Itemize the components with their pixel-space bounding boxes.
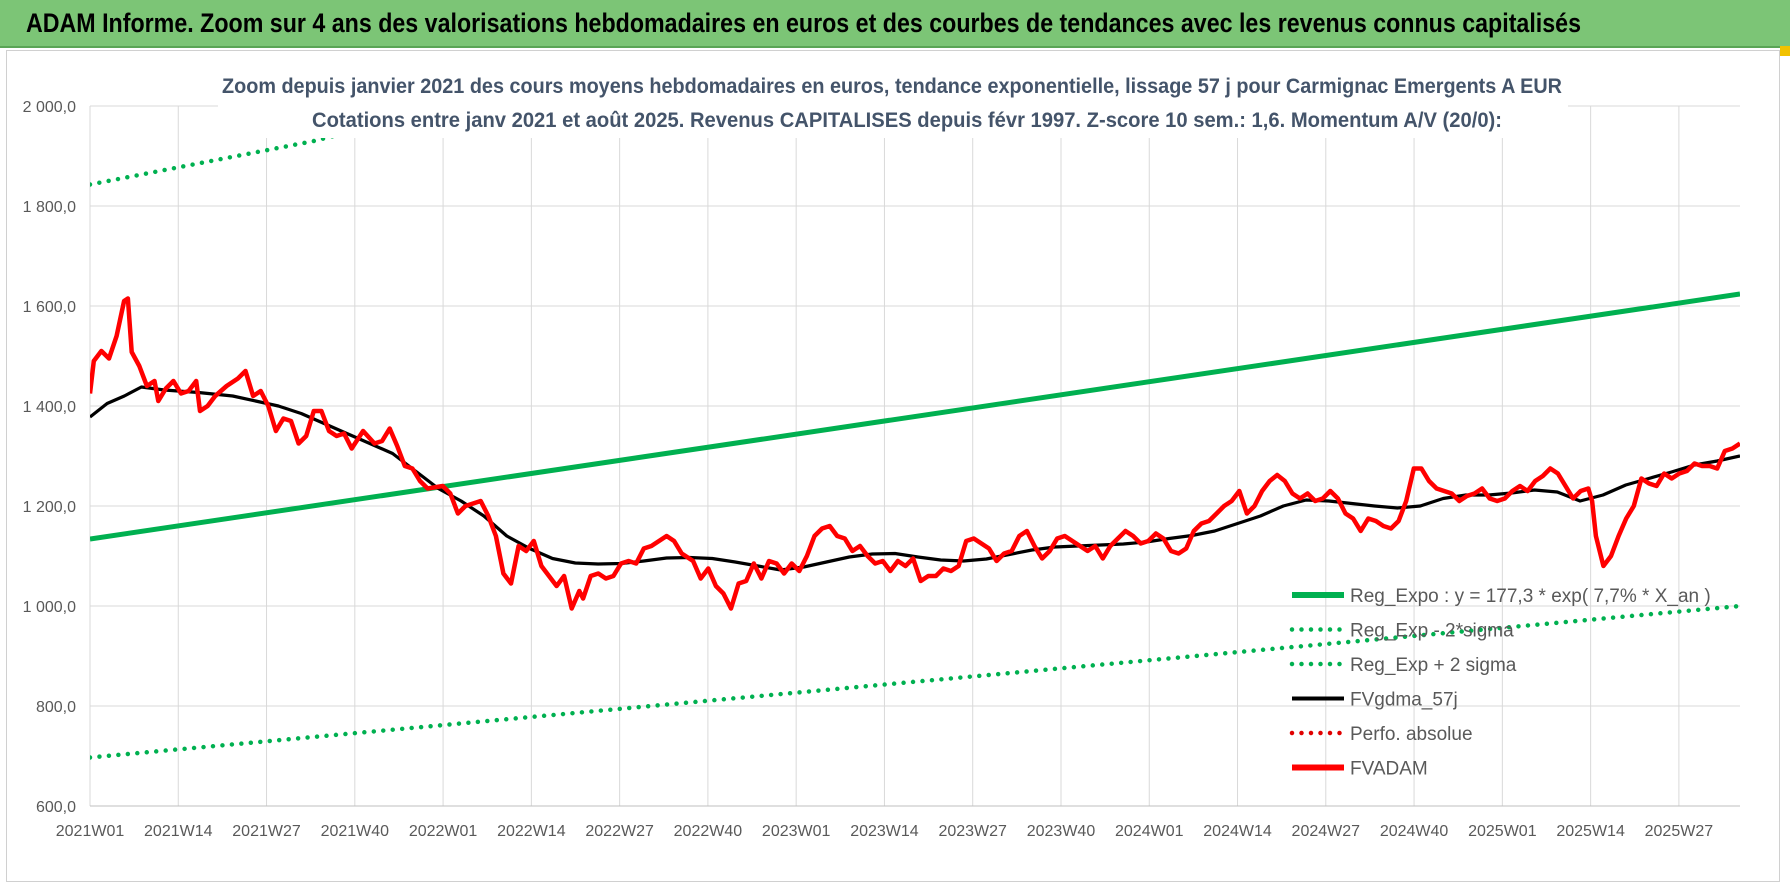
x-tick-label: 2022W27: [585, 823, 654, 840]
legend-label: FVgdma_57j: [1350, 690, 1458, 711]
x-tick-label: 2024W40: [1380, 823, 1449, 840]
x-tick-label: 2022W01: [409, 823, 478, 840]
series-line-reg-expo-y-177-3-exp-7-7-x-an-: [90, 291, 1740, 542]
report-header: ADAM Informe. Zoom sur 4 ans des valoris…: [0, 0, 1790, 48]
y-tick-label: 1 200,0: [23, 499, 76, 516]
legend-label: Perfo. absolue: [1350, 724, 1473, 745]
legend-label: Reg_Exp - 2*sigma: [1350, 621, 1514, 642]
x-tick-label: 2021W14: [144, 823, 213, 840]
x-tick-label: 2022W14: [497, 823, 566, 840]
x-tick-label: 2025W01: [1468, 823, 1537, 840]
y-tick-label: 1 600,0: [23, 299, 76, 316]
chart-series: [90, 104, 1740, 760]
x-tick-label: 2024W01: [1115, 823, 1184, 840]
x-tick-label: 2021W27: [232, 823, 301, 840]
y-tick-label: 1 400,0: [23, 399, 76, 416]
y-tick-label: 600,0: [36, 799, 76, 816]
chart-subtitle: Cotations entre janv 2021 et août 2025. …: [312, 109, 1502, 132]
legend-label: FVADAM: [1350, 759, 1428, 780]
chart-title: Zoom depuis janvier 2021 des cours moyen…: [222, 75, 1562, 98]
y-tick-label: 800,0: [36, 699, 76, 716]
chart-legend: Reg_Expo : y = 177,3 * exp( 7,7% * X_an …: [1289, 586, 1711, 780]
y-tick-label: 1 000,0: [23, 599, 76, 616]
chart-titles: Zoom depuis janvier 2021 des cours moyen…: [218, 66, 1568, 138]
x-tick-label: 2023W01: [762, 823, 831, 840]
x-tick-label: 2021W40: [321, 823, 390, 840]
axis-labels: 600,0 800,0 1 000,0 1 200,0 1 400,0 1 600,0 1 …: [23, 99, 1714, 840]
chart-grid: [89, 105, 1740, 807]
x-tick-label: 2023W14: [850, 823, 919, 840]
x-tick-label: 2023W27: [938, 823, 1007, 840]
legend-label: Reg_Expo : y = 177,3 * exp( 7,7% * X_an …: [1350, 586, 1711, 607]
x-tick-label: 2025W27: [1645, 823, 1714, 840]
series-line-reg-exp-2-sigma: [90, 104, 468, 187]
chart-frame: [6, 50, 1780, 882]
report-title: ADAM Informe. Zoom sur 4 ans des valoris…: [26, 8, 1581, 38]
x-tick-label: 2024W14: [1203, 823, 1272, 840]
x-tick-label: 2024W27: [1292, 823, 1361, 840]
series-line-fvadam: [90, 296, 1740, 611]
legend-label: Reg_Exp + 2 sigma: [1350, 655, 1517, 676]
x-tick-label: 2023W40: [1027, 823, 1096, 840]
y-tick-label: 1 800,0: [23, 199, 76, 216]
x-tick-label: 2022W40: [674, 823, 743, 840]
x-tick-label: 2021W01: [56, 823, 125, 840]
y-tick-label: 2 000,0: [23, 99, 76, 116]
corner-marker: [1780, 46, 1790, 56]
x-tick-label: 2025W14: [1556, 823, 1625, 840]
series-line-reg-exp-2-sigma: [90, 603, 1740, 760]
